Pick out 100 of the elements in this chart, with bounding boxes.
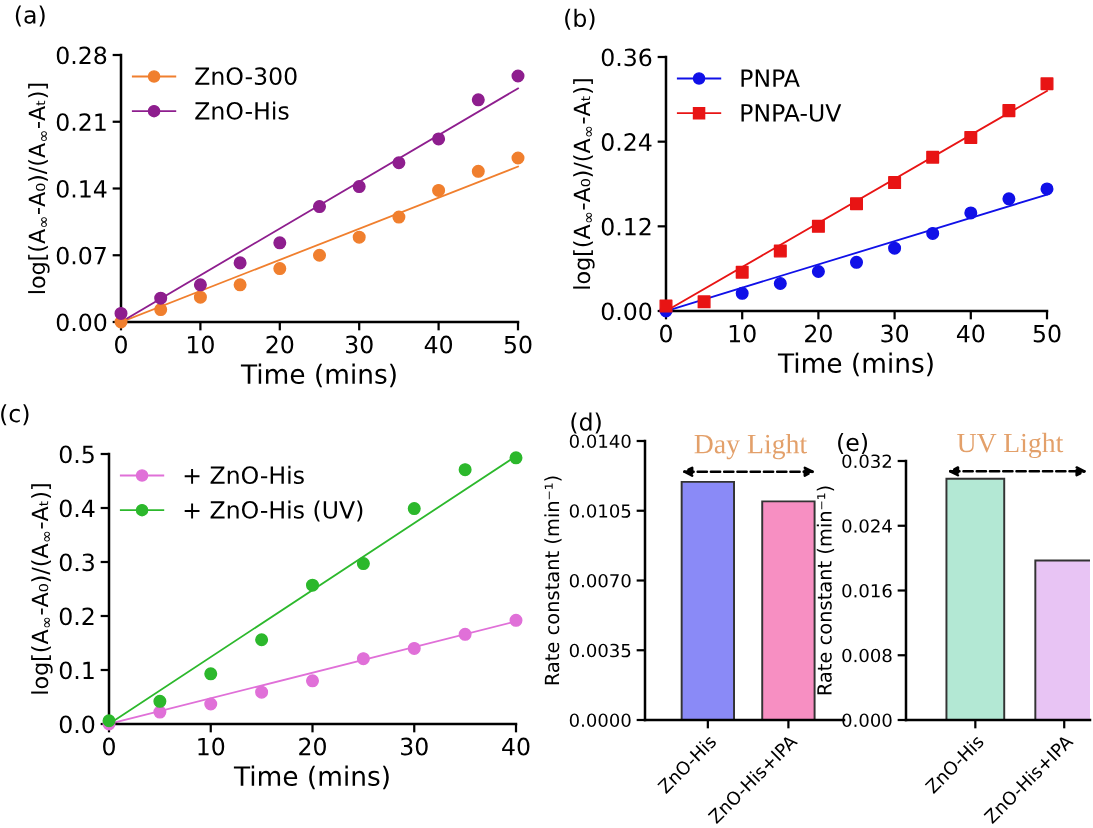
chart-title: (e) [838,432,867,455]
text: UV Light [957,432,1064,459]
point [849,197,864,211]
legend-label: PNPA [741,69,800,87]
point [255,685,269,699]
point [356,557,370,571]
point [193,290,207,304]
x-tick-label: 30 [881,324,909,343]
point [458,627,472,641]
y-tick-label: 0.0035 [569,643,631,658]
x-tick-label: 0 [103,737,115,756]
x-axis-title: Time (mins) [777,352,933,377]
point [773,276,787,290]
x-tick-label: 10 [729,324,756,343]
x-tick-label: 20 [299,737,326,756]
point [154,303,168,317]
point [964,130,978,144]
y-tick-label: 0.00 [601,302,652,321]
y-tick-label: 0.3 [59,553,94,572]
legend-label: PNPA-UV [741,104,842,122]
point [1040,77,1054,91]
y-tick-label: 0.0000 [569,713,631,728]
point [811,219,825,233]
x-tick-label: 30 [345,335,373,354]
point [811,264,825,278]
y-tick-label: 0.016 [842,583,892,598]
x-tick-label: 40 [502,737,530,756]
point [511,151,525,165]
point [153,694,167,708]
chart-title: (c) [1,404,29,426]
point [114,306,128,320]
y-tick-label: 0.5 [59,445,94,464]
point [352,180,366,194]
legend-label: + ZnO-His [184,465,304,485]
x-tick-label: 50 [504,335,532,354]
x-tick-label: 20 [805,324,832,343]
point [407,502,421,516]
x-tick-label: 30 [401,737,428,756]
point [305,578,320,592]
chart-title: (b) [565,8,595,30]
point [511,69,525,83]
legend-label: ZnO-300 [195,67,297,86]
legend-label: ZnO-His [195,101,289,120]
x-tick-label: 40 [424,335,453,354]
legend-label: + ZnO-His (UV) [184,500,363,522]
y-tick-label: 0.0105 [569,504,631,518]
point [312,200,327,214]
x-tick-label: 10 [187,335,214,354]
x-axis-title: Time (mins) [233,765,389,790]
point [1002,104,1016,118]
point [509,613,523,627]
point [888,176,902,190]
chart-title: (a) [15,5,45,27]
point [888,241,902,255]
y-axis-title: Rate constant (min⁻¹) [544,476,562,685]
point [509,451,523,465]
point [233,278,247,292]
point [153,705,167,719]
point [1002,192,1016,206]
point [432,183,446,197]
point [1040,182,1054,196]
point [471,93,485,107]
y-tick-label: 0.0070 [569,573,631,588]
point [392,156,406,170]
point [204,697,218,711]
point [458,463,472,477]
y-tick-label: 0.36 [601,48,652,67]
x-tick-label: 10 [198,737,225,756]
point [273,236,287,250]
point [849,255,864,269]
point [193,278,207,292]
point [154,291,168,305]
y-tick-label: 0.000 [842,713,892,728]
y-tick-label: 0.14 [56,179,107,198]
point [735,265,749,279]
y-tick-label: 0.07 [56,246,106,265]
y-tick-label: 0.024 [842,519,892,533]
y-axis-title: Rate constant (min⁻¹) [816,486,835,695]
point [471,164,485,178]
y-tick-label: 0.00 [56,313,107,332]
point [773,244,787,258]
y-tick-label: 0.12 [601,217,651,236]
point [407,641,421,655]
y-tick-label: 0.2 [59,607,94,626]
y-tick-label: 0.21 [56,113,106,132]
y-axis-title: log[(A$_{∞}$-A₀)/(A$_{∞}$-Aₜ)] [31,484,53,694]
point [926,226,940,240]
y-tick-label: 0.24 [601,133,652,151]
point [255,633,269,647]
x-axis-title: Time (mins) [240,363,396,388]
y-axis-title: log[(A$_{∞}$-A₀)/(A$_{∞}$-Aₜ)] [28,83,50,294]
y-tick-label: 0.1 [59,661,94,680]
y-tick-label: 0.0140 [569,434,631,449]
x-tick-label: 40 [956,324,985,343]
annotation: Day Light [694,433,808,460]
y-tick-label: 0.4 [59,499,95,518]
point [312,248,327,262]
y-tick-label: 0.0 [59,715,95,734]
x-tick-label: 50 [1033,324,1061,343]
y-axis-title: log[(A$_{∞}$-A₀)/(A$_{∞}$-Aₜ)] [573,79,595,289]
